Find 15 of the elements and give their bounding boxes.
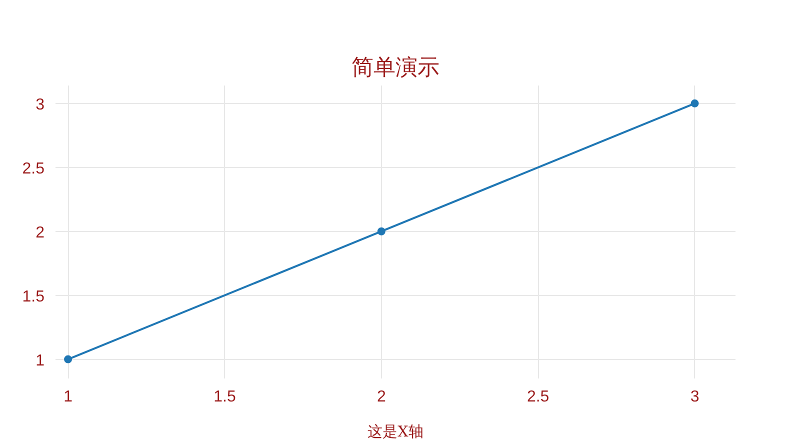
x-axis-title: 这是X轴 (368, 422, 424, 440)
x-tick-label: 3 (690, 388, 700, 406)
y-tick-label: 1.5 (22, 288, 45, 306)
y-tick-label: 1 (36, 352, 45, 370)
chart-title: 简单演示 (352, 56, 440, 80)
y-tick-label: 2.5 (22, 160, 45, 178)
y-tick-label: 2 (36, 224, 45, 242)
x-tick-label: 1.5 (214, 388, 236, 406)
y-tick-label: 3 (36, 96, 45, 114)
x-tick-label: 1 (64, 388, 73, 406)
point (64, 355, 72, 364)
point (690, 99, 699, 108)
point (377, 227, 386, 236)
x-tick-label: 2 (376, 388, 386, 406)
x-tick-label: 2.5 (526, 388, 550, 406)
